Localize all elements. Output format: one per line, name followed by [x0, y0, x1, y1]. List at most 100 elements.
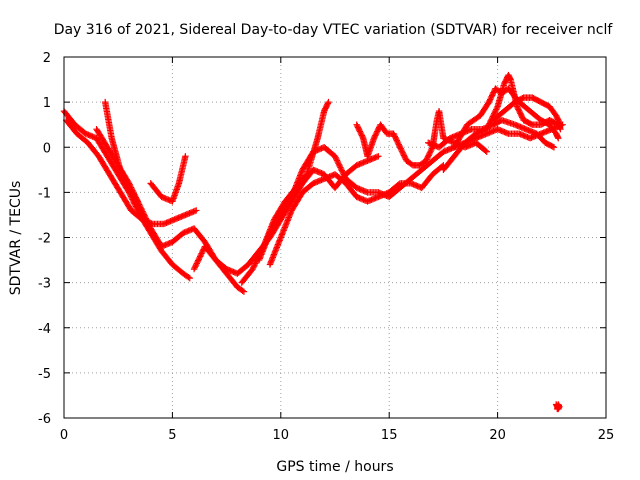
x-tick-label: 10 [273, 428, 290, 443]
data-point [340, 171, 348, 178]
data-point [121, 176, 129, 183]
data-point [145, 221, 152, 228]
series-track-6 [190, 153, 382, 277]
data-point [337, 164, 344, 171]
data-point [482, 147, 489, 154]
data-point [185, 274, 192, 281]
y-tick-label: -4 [38, 322, 51, 337]
data-point [134, 198, 141, 205]
data-point [120, 173, 127, 180]
data-point [339, 169, 347, 177]
data-point [117, 166, 124, 174]
data-point [194, 258, 201, 266]
series-track-4 [147, 153, 189, 205]
data-point [136, 202, 144, 210]
series-track-12 [451, 85, 562, 151]
y-tick-label: 0 [43, 141, 51, 156]
data-point [334, 158, 341, 166]
data-point [186, 274, 193, 282]
data-point [139, 208, 146, 215]
data-point [335, 160, 342, 167]
y-tick-label: -2 [38, 232, 51, 247]
data-point [250, 263, 258, 270]
data-point [336, 162, 343, 170]
data-point [197, 251, 205, 259]
data-point [123, 179, 130, 186]
data-point [493, 106, 500, 113]
data-point [140, 209, 147, 217]
data-point [250, 264, 257, 271]
data-point [192, 261, 200, 269]
data-point [138, 206, 146, 214]
data-point [196, 254, 203, 262]
data-points [60, 71, 566, 413]
y-tick-label: 2 [43, 51, 51, 66]
data-point [121, 174, 128, 182]
data-point [335, 161, 343, 168]
data-point [119, 170, 126, 178]
series-track-5 [101, 98, 141, 205]
data-point [133, 196, 141, 204]
y-tick-label: -5 [38, 367, 51, 382]
data-point [137, 204, 144, 211]
data-point [193, 207, 200, 214]
data-point [182, 153, 189, 160]
data-point [119, 172, 127, 179]
series-outlier [552, 401, 563, 413]
series-track-9 [266, 162, 447, 268]
data-point [331, 153, 339, 160]
data-point [339, 168, 346, 175]
data-point [338, 167, 345, 174]
data-point [395, 181, 403, 188]
x-tick-label: 20 [489, 428, 506, 443]
data-point [198, 250, 205, 257]
series-track-14 [425, 116, 558, 151]
data-point [138, 205, 145, 212]
plot-frame [63, 56, 607, 419]
x-tick-label: 0 [60, 428, 68, 443]
data-point [122, 177, 129, 185]
series-track-13 [490, 94, 564, 128]
chart-title: Day 316 of 2021, Sidereal Day-to-day VTE… [54, 22, 614, 38]
data-point [144, 219, 152, 227]
data-point [302, 172, 310, 179]
data-point [332, 154, 339, 161]
series-track-8 [255, 121, 566, 264]
x-tick-label: 5 [168, 428, 176, 443]
data-point [341, 172, 348, 180]
data-point [483, 148, 490, 155]
data-point [146, 222, 153, 229]
data-point [240, 288, 248, 295]
data-point [375, 153, 382, 160]
data-point [493, 104, 501, 112]
data-point [193, 260, 200, 267]
data-point [118, 169, 125, 176]
series-track-2 [62, 116, 200, 228]
data-point [252, 260, 259, 267]
x-tick-label: 15 [381, 428, 398, 443]
data-point [199, 248, 206, 256]
data-point [194, 257, 202, 264]
data-point [124, 181, 131, 189]
data-point [492, 107, 499, 115]
grid [64, 57, 606, 418]
data-point [239, 287, 246, 294]
data-point [195, 256, 203, 263]
data-point [196, 253, 204, 260]
y-tick-label: -1 [38, 186, 51, 201]
data-point [251, 261, 258, 269]
data-point [491, 110, 498, 117]
data-point [359, 133, 366, 141]
data-point [141, 212, 148, 219]
data-point [333, 157, 341, 164]
y-axis-label: SDTVAR / TECUs [8, 181, 24, 296]
x-tick-label: 25 [598, 428, 615, 443]
data-point [337, 165, 345, 173]
x-axis-label: GPS time / hours [276, 459, 393, 475]
data-point [143, 216, 150, 224]
data-point [136, 201, 143, 208]
data-point [556, 120, 564, 127]
data-point [142, 213, 149, 221]
